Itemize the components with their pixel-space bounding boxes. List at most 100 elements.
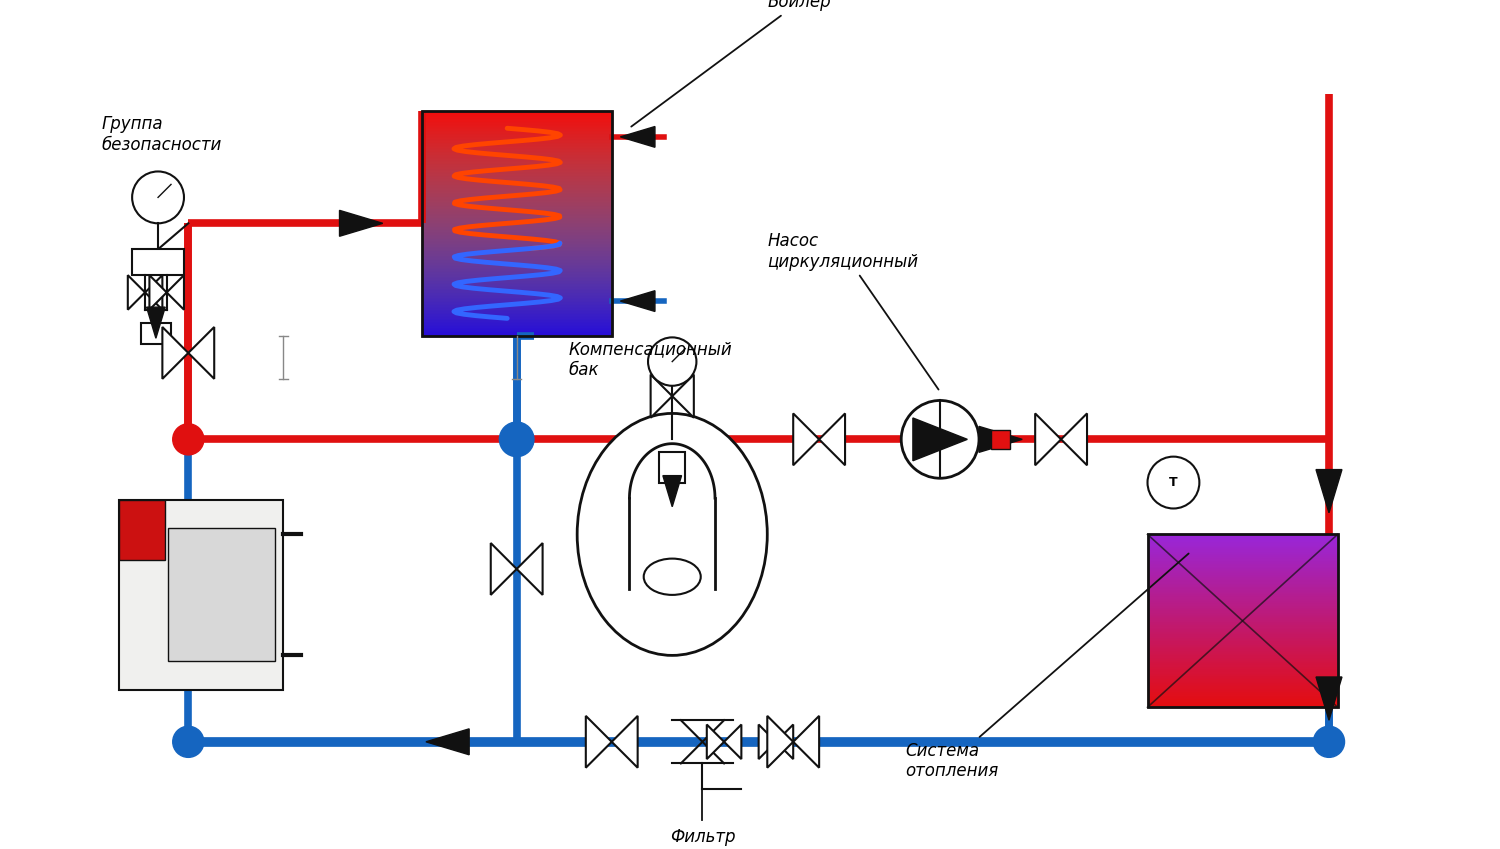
Bar	[1148, 600, 1338, 601]
Circle shape	[501, 424, 532, 455]
Bar	[422, 310, 612, 312]
Circle shape	[500, 422, 534, 457]
Bar	[422, 160, 612, 162]
Bar	[1148, 601, 1338, 603]
Bar	[1148, 591, 1338, 592]
Bar	[422, 228, 612, 229]
Bar	[422, 237, 612, 239]
Bar	[1148, 599, 1338, 600]
Bar	[422, 229, 612, 231]
Bar	[1148, 552, 1338, 553]
Bar	[422, 129, 612, 131]
Bar	[422, 241, 612, 243]
Polygon shape	[339, 211, 382, 236]
Text: Система
отопления: Система отопления	[906, 554, 1188, 780]
Bar	[1148, 671, 1338, 672]
Bar	[422, 147, 612, 149]
Bar	[422, 273, 612, 274]
Bar	[1148, 635, 1338, 636]
Bar	[422, 262, 612, 264]
Bar	[422, 223, 612, 225]
Bar	[422, 319, 612, 321]
Bar	[1148, 549, 1338, 550]
Bar	[1148, 542, 1338, 543]
Bar	[660, 453, 686, 482]
Polygon shape	[794, 413, 819, 465]
Bar	[1148, 547, 1338, 548]
Bar	[1148, 559, 1338, 561]
Bar	[1148, 665, 1338, 666]
Bar	[422, 183, 612, 184]
Text: Насос
циркуляционный: Насос циркуляционный	[768, 232, 939, 390]
Bar	[422, 290, 612, 292]
Bar	[1148, 662, 1338, 663]
Bar	[1148, 642, 1338, 643]
Bar	[1148, 626, 1338, 627]
Bar	[422, 217, 612, 219]
Bar	[1148, 539, 1338, 540]
Bar	[422, 227, 612, 228]
Bar	[422, 270, 612, 271]
Bar	[1148, 577, 1338, 578]
Bar	[422, 132, 612, 133]
Bar	[422, 294, 612, 295]
Bar	[422, 151, 612, 153]
Bar	[1148, 581, 1338, 582]
Bar	[118, 500, 165, 560]
Bar	[422, 170, 612, 171]
Ellipse shape	[644, 559, 700, 595]
Bar	[1148, 578, 1338, 579]
Bar	[422, 159, 612, 160]
Bar	[1148, 672, 1338, 674]
Circle shape	[1314, 726, 1344, 757]
Bar	[422, 207, 612, 208]
Bar	[422, 111, 612, 335]
Bar	[422, 194, 612, 195]
Bar	[1148, 663, 1338, 665]
Bar	[422, 171, 612, 172]
Bar	[1148, 623, 1338, 624]
Polygon shape	[819, 413, 844, 465]
Bar	[422, 141, 612, 143]
Bar	[422, 259, 612, 261]
Bar	[422, 284, 612, 286]
Bar	[422, 184, 612, 186]
Bar	[1148, 661, 1338, 662]
Bar	[1148, 646, 1338, 647]
Bar	[1148, 695, 1338, 697]
Text: Бойлер: Бойлер	[632, 0, 831, 127]
Bar	[1148, 624, 1338, 626]
Bar	[1148, 584, 1338, 585]
Bar	[422, 307, 612, 309]
Bar	[1148, 700, 1338, 701]
Bar	[1148, 613, 1338, 614]
Bar	[422, 304, 612, 306]
Bar	[1148, 655, 1338, 656]
Bar	[422, 200, 612, 201]
Bar	[422, 214, 612, 216]
Bar	[1148, 556, 1338, 558]
Polygon shape	[663, 475, 681, 507]
Bar	[422, 121, 612, 123]
Polygon shape	[490, 543, 516, 595]
Bar	[1148, 669, 1338, 671]
Bar	[422, 115, 612, 117]
Bar	[1148, 595, 1338, 597]
Bar	[422, 327, 612, 329]
Bar	[141, 323, 171, 345]
Bar	[422, 329, 612, 331]
Bar	[1148, 592, 1338, 593]
Bar	[1148, 692, 1338, 694]
Bar	[1148, 534, 1338, 536]
Bar	[1148, 569, 1338, 571]
Polygon shape	[162, 327, 189, 379]
Bar	[422, 292, 612, 294]
Bar	[422, 178, 612, 180]
Bar	[1148, 676, 1338, 678]
Bar	[1148, 572, 1338, 574]
Bar	[422, 253, 612, 255]
Bar	[422, 135, 612, 137]
Bar	[422, 296, 612, 298]
Bar	[422, 208, 612, 210]
Text: T: T	[1168, 476, 1178, 489]
